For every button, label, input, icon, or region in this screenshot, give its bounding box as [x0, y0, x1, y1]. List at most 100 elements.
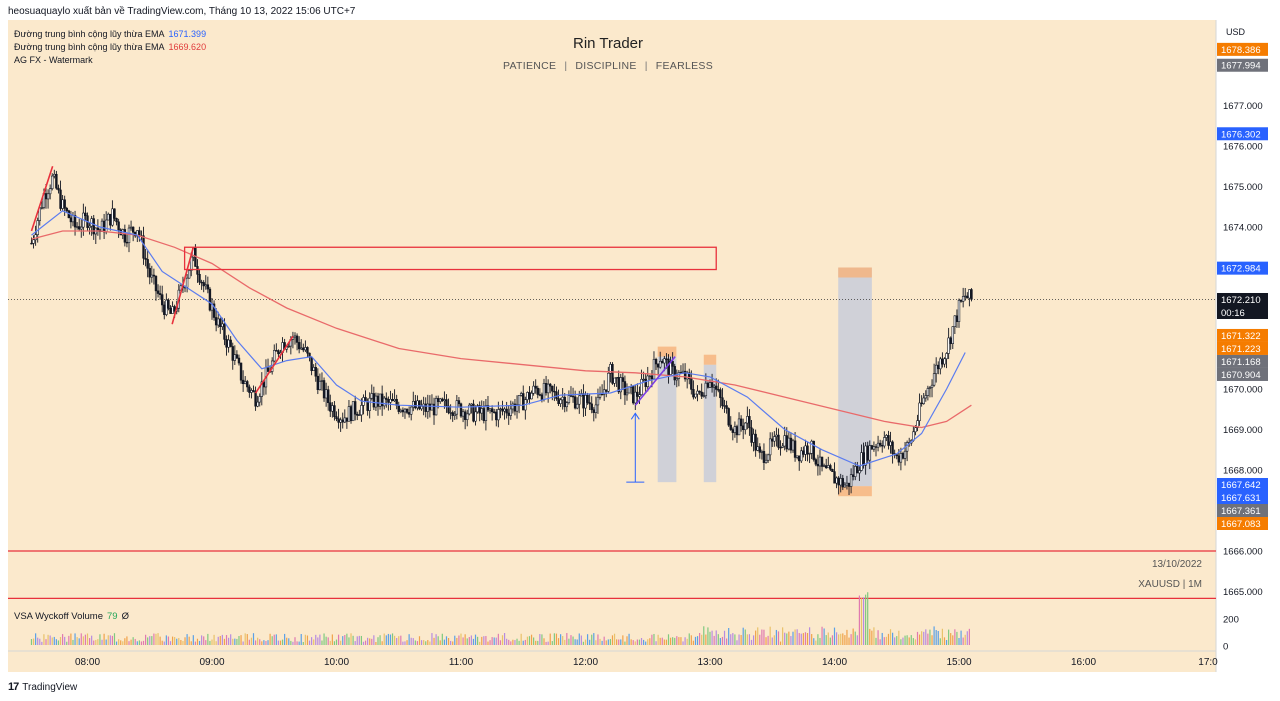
- candle-body: [575, 403, 579, 409]
- candle-body: [820, 456, 824, 467]
- candle-body: [824, 465, 828, 469]
- volume-legend[interactable]: VSA Wyckoff Volume 79 Ø: [14, 611, 129, 622]
- candle-body: [858, 470, 861, 474]
- price-tag: [1217, 58, 1268, 72]
- candle-body: [822, 465, 826, 467]
- candle-body: [345, 417, 349, 422]
- candle-body: [235, 354, 239, 359]
- x-tick-label: 12:00: [573, 657, 598, 668]
- candle-body: [851, 474, 855, 477]
- candle-body: [293, 335, 297, 338]
- candle-body: [681, 370, 685, 373]
- candle-body: [414, 401, 417, 409]
- ema-slow-legend[interactable]: Đường trung bình cộng lũy thừa EMA 1669.6…: [14, 42, 207, 52]
- candle-body: [567, 395, 571, 403]
- candle-body: [756, 446, 759, 451]
- candle-body: [447, 405, 450, 413]
- candle-body: [441, 398, 444, 402]
- candle-body: [760, 451, 764, 453]
- candle-body: [254, 391, 257, 407]
- candle-body: [187, 270, 191, 279]
- candle-body: [883, 437, 886, 447]
- candle-body: [673, 366, 676, 381]
- tradingview-logo-icon[interactable]: 17: [8, 681, 19, 693]
- candle-body: [534, 385, 537, 389]
- price-tag-label: 1676.302: [1221, 129, 1261, 140]
- candle-body: [109, 213, 112, 226]
- zone-box: [183, 246, 717, 271]
- candle-body: [918, 402, 921, 421]
- x-tick-label: 08:00: [75, 657, 100, 668]
- candle-body: [161, 294, 164, 306]
- shade-cap: [838, 267, 872, 278]
- candle-body: [409, 406, 413, 415]
- candle-body: [876, 442, 880, 448]
- candle-body: [380, 393, 384, 407]
- candle-body: [549, 383, 552, 387]
- candle-body: [227, 339, 230, 348]
- candle-body: [277, 350, 280, 355]
- candle-body: [225, 339, 228, 348]
- candle-body: [640, 379, 643, 396]
- candle-body: [598, 393, 602, 398]
- candle-body: [638, 394, 641, 397]
- candle-body: [343, 417, 346, 423]
- candle-body: [928, 387, 932, 389]
- candle-body: [806, 445, 809, 455]
- candle-body: [522, 393, 525, 411]
- word-patience: PATIENCE: [502, 60, 557, 72]
- candle-body: [88, 225, 91, 228]
- y-tick-label: 1666.000: [1223, 547, 1263, 558]
- candle-body: [366, 401, 369, 411]
- x-tick-label: 14:00: [822, 657, 847, 668]
- price-tag-label: 1671.223: [1221, 344, 1261, 355]
- candle-body: [391, 398, 394, 402]
- candle-body: [428, 403, 432, 411]
- candle-body: [654, 359, 658, 365]
- candle-body: [466, 413, 469, 420]
- candle-body: [113, 208, 116, 219]
- candle-body: [814, 459, 818, 465]
- candle-body: [200, 281, 203, 284]
- candle-body: [123, 229, 127, 243]
- candle-body: [887, 435, 890, 446]
- watermark-subtitle: PATIENCE | DISCIPLINE | FEARLESS: [0, 60, 1216, 72]
- footer-brand[interactable]: TradingView: [22, 681, 78, 693]
- candle-body: [922, 397, 925, 404]
- x-tick-label: 15:00: [946, 657, 971, 668]
- candle-body: [947, 337, 950, 354]
- price-tag-label: 1667.361: [1221, 506, 1261, 517]
- candle-body: [40, 207, 44, 209]
- time-axis[interactable]: 08:00 09:00 10:00 11:00 12:00 13:00 14:00 15:00…: [8, 650, 1218, 668]
- candle-body: [739, 418, 743, 427]
- candle-body: [833, 471, 836, 484]
- candle-body: [862, 452, 865, 466]
- candle-body: [57, 187, 60, 191]
- price-tag-label: 1672.210: [1221, 295, 1261, 306]
- candle-body: [835, 477, 838, 484]
- candle-body: [787, 437, 791, 450]
- candle-body: [843, 484, 847, 488]
- candle-body: [229, 339, 232, 347]
- candle-body: [326, 389, 330, 404]
- candle-body: [619, 377, 622, 393]
- candle-body: [870, 445, 874, 450]
- candle-body: [934, 364, 938, 375]
- ema-fast-legend[interactable]: Đường trung bình cộng lũy thừa EMA 1671.3…: [14, 29, 207, 39]
- price-tag: [1217, 127, 1268, 141]
- candle-body: [634, 391, 637, 404]
- candle-body: [439, 398, 442, 402]
- word-discipline: DISCIPLINE: [575, 60, 637, 72]
- candle-body: [468, 404, 471, 415]
- candle-body: [356, 413, 359, 416]
- candle-body: [941, 358, 944, 365]
- watermark-legend[interactable]: AG FX - Watermark: [14, 55, 93, 65]
- resistance-zone[interactable]: [183, 246, 717, 271]
- candle-body: [860, 452, 863, 471]
- candle-body: [553, 390, 556, 393]
- candle-body: [474, 411, 477, 422]
- candle-body: [663, 358, 666, 364]
- candle-body: [119, 229, 122, 236]
- candle-body: [407, 412, 411, 415]
